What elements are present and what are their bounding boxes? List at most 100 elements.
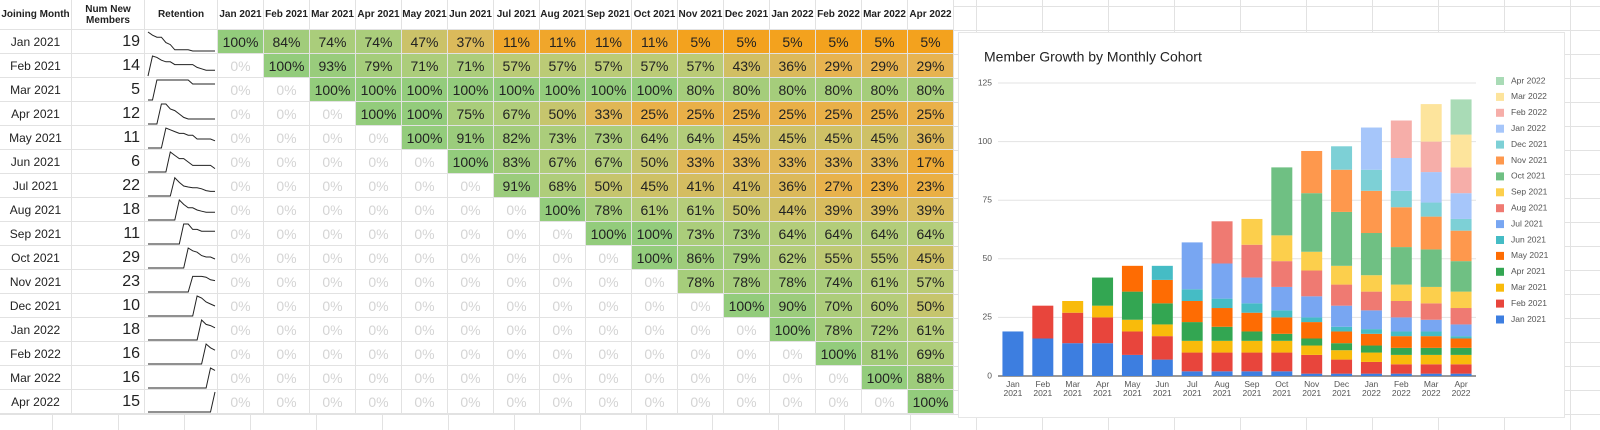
bar-segment [1181,289,1203,301]
retention-cell: 61% [908,318,954,342]
retention-cell: 5% [908,30,954,54]
bar-segment [1450,308,1472,325]
retention-cell: 84% [264,30,310,54]
column-header: Jan 2022 [770,0,816,30]
retention-cell: 86% [678,246,724,270]
retention-cell: 100% [724,294,770,318]
retention-cell: 0% [632,366,678,390]
bar-segment [1271,167,1293,236]
sparkline [148,103,215,124]
retention-cell: 80% [862,78,908,102]
retention-cell: 80% [816,78,862,102]
retention-cell: 78% [816,318,862,342]
sparkline [148,366,216,388]
bar-segment [1271,333,1293,341]
x-tick-label: Mar 2021 [1063,379,1083,398]
x-tick-label: Nov 2021 [1302,379,1322,398]
bar-segment [1420,172,1442,203]
sparkline [148,198,215,220]
x-tick-label: Jul 2021 [1182,379,1202,398]
bar-segment [1360,127,1382,170]
legend-swatch [1496,77,1504,85]
retention-cell: 0% [264,198,310,222]
bar-segment [1241,244,1263,278]
bar-segment [1390,336,1412,348]
bar-segment [1211,263,1233,299]
retention-cell: 45% [908,246,954,270]
retention-cell: 29% [862,54,908,78]
legend-label: Feb 2022 [1511,107,1547,117]
sparkline [148,126,216,148]
bar-segment [1420,319,1442,332]
retention-cell: 50% [632,150,678,174]
retention-cell: 73% [586,126,632,150]
sparkline-cell [145,390,218,414]
retention-cell: 17% [908,150,954,174]
retention-cell: 0% [264,342,310,366]
retention-cell: 0% [632,342,678,366]
retention-cell: 64% [816,222,862,246]
retention-cell: 5% [816,30,862,54]
new-members: 6 [72,150,145,174]
retention-cell: 0% [448,318,494,342]
x-tick-label: May 2021 [1122,379,1142,398]
sparkline [148,79,215,100]
legend-swatch [1496,124,1504,133]
bar-segment [1151,279,1173,304]
retention-cell: 0% [678,294,724,318]
retention-cell: 0% [356,174,402,198]
retention-cell: 100% [264,54,310,78]
retention-cell: 61% [862,270,908,294]
sparkline-cell [145,270,218,294]
bar-segment [1121,265,1143,292]
retention-cell: 45% [862,126,908,150]
retention-cell: 0% [218,54,264,78]
bar-segment [1331,305,1353,327]
sparkline-line [148,318,216,340]
x-tick-label: Oct 2021 [1272,379,1292,398]
new-members: 23 [72,270,145,294]
sparkline-line [148,79,215,100]
new-members: 29 [72,246,145,270]
retention-cell: 88% [908,366,954,390]
bar-segment [1062,300,1084,313]
retention-cell: 25% [678,102,724,126]
x-tick-label: Sep 2021 [1242,379,1262,398]
retention-cell: 50% [586,174,632,198]
retention-cell: 0% [218,342,264,366]
bar-segment [1450,373,1472,376]
legend-swatch [1496,267,1504,276]
bar-segment [1331,359,1353,374]
column-header: Dec 2021 [724,0,770,30]
new-members: 15 [72,390,145,414]
bar-segment [1360,169,1382,191]
legend-label: Mar 2021 [1511,282,1547,292]
retention-cell: 80% [908,78,954,102]
retention-cell: 0% [586,294,632,318]
retention-cell: 39% [816,198,862,222]
bar-segment [1420,104,1442,142]
legend-label: Nov 2021 [1511,155,1548,165]
x-tick-label: Jan 2021 [1003,379,1023,398]
bar-segment [1390,300,1412,318]
retention-cell: 39% [862,198,908,222]
retention-cell: 0% [448,222,494,246]
bar-segment [1092,305,1114,318]
retention-cell: 0% [264,78,310,102]
bar-segment [1301,150,1323,194]
bar-segment [1450,336,1472,339]
retention-cell: 0% [448,294,494,318]
bar-segment [1360,190,1382,234]
sparkline-cell [145,150,218,174]
bar-segment [1241,312,1263,332]
new-members: 16 [72,366,145,390]
bar-segment [1271,286,1293,311]
retention-cell: 0% [218,198,264,222]
bar-segment [1241,352,1263,372]
retention-cell: 0% [310,126,356,150]
sparkline-line [148,176,215,196]
sparkline-line [148,150,216,172]
retention-cell: 79% [356,54,402,78]
legend-swatch [1496,236,1504,244]
